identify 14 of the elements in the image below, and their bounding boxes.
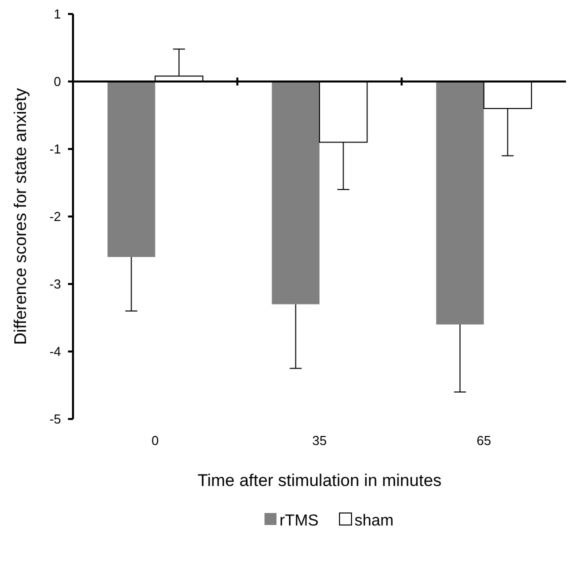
y-tick-label: 0 xyxy=(54,74,61,90)
y-tick-label: -4 xyxy=(49,344,61,360)
y-axis-title: Difference scores for state anxiety xyxy=(11,88,30,345)
x-tick-label: 65 xyxy=(476,433,492,448)
y-tick-label: -3 xyxy=(49,276,61,292)
x-axis-title: Time after stimulation in minutes xyxy=(197,471,442,490)
x-tick-label: 35 xyxy=(312,433,327,448)
legend-label: sham xyxy=(354,512,394,530)
y-tick-label: -1 xyxy=(49,142,61,157)
y-tick-label: -5 xyxy=(49,412,61,427)
y-tick-label: -2 xyxy=(49,209,61,224)
y-tick-label: 1 xyxy=(54,6,61,22)
legend-label: rTMS xyxy=(280,512,319,530)
x-tick-label: 0 xyxy=(152,433,159,448)
